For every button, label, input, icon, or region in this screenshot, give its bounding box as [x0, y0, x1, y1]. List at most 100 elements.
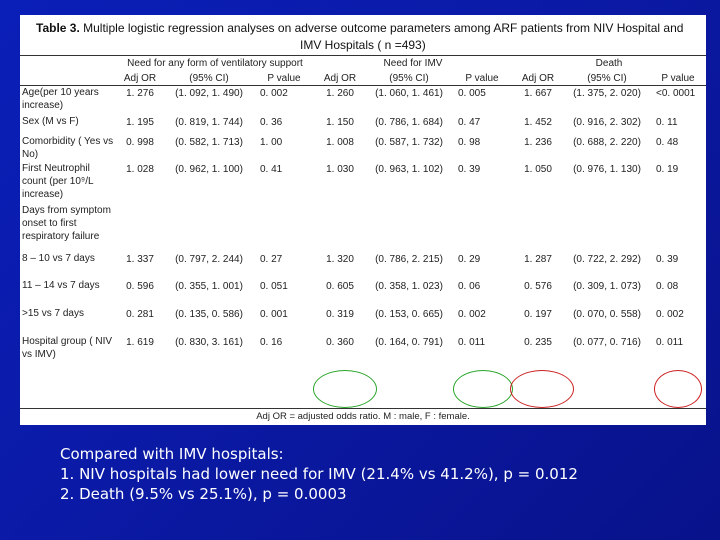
- table-cell: 0. 19: [656, 163, 679, 175]
- sub-header: (95% CI): [164, 71, 254, 86]
- table-cell: 1. 00: [260, 136, 283, 148]
- table-cell: (1. 092, 1. 490): [175, 88, 243, 99]
- table-cell: 1. 150: [326, 116, 354, 128]
- table-row: First Neutrophil count (per 10⁹/L increa…: [20, 162, 706, 204]
- table-cell: (0. 976, 1. 130): [573, 163, 641, 175]
- table-cell: (0. 135, 0. 586): [175, 308, 243, 320]
- sub-header: (95% CI): [564, 71, 650, 86]
- table-cell: 0. 36: [260, 116, 283, 128]
- table-cell: (0. 309, 1. 073): [573, 280, 641, 292]
- table-cell: (0. 582, 1. 713): [175, 136, 243, 148]
- table-cell: 1. 260: [326, 88, 354, 99]
- table-cell: 0. 360: [326, 336, 354, 348]
- table-cell: 0. 39: [458, 163, 481, 175]
- table-row: Days from symptom onset to first respira…: [20, 204, 706, 252]
- table-cell: 0. 605: [326, 280, 354, 292]
- sub-header: Adj OR: [116, 71, 164, 86]
- table-cell: [452, 204, 512, 252]
- red-circle-death-or: [510, 370, 574, 408]
- table-title-bold: Table 3.: [36, 21, 80, 35]
- table-cell: (0. 070, 0. 558): [573, 308, 641, 320]
- table-cell: 1. 030: [326, 163, 354, 175]
- table-cell: [254, 204, 314, 252]
- table-cell: (0. 797, 2. 244): [175, 253, 243, 265]
- table-cell: 0. 002: [458, 308, 486, 320]
- table-cell: 0. 27: [260, 253, 283, 265]
- table-cell: 0. 319: [326, 308, 354, 320]
- table-cell: 0. 39: [656, 253, 679, 265]
- table-row: Hospital group ( NIV vs IMV) 1. 619 (0. 83…: [20, 335, 706, 362]
- table-cell: 1. 320: [326, 253, 354, 265]
- table-cell: 0. 06: [458, 280, 481, 292]
- table-cell: 0. 011: [458, 336, 486, 348]
- table-cell: 1. 195: [126, 116, 154, 128]
- caption-line2: 1. NIV hospitals had lower need for IMV …: [60, 465, 578, 483]
- table-cell: 0. 596: [126, 280, 154, 292]
- table-cell: (0. 153, 0. 665): [375, 308, 443, 320]
- row-label: Days from symptom onset to first respira…: [22, 204, 111, 242]
- table-row: Sex (M vs F) 1. 195 (0. 819, 1. 744) 0. 36 1…: [20, 115, 706, 135]
- table-cell: (0. 963, 1. 102): [375, 163, 443, 175]
- table-cell: 0. 11: [656, 116, 678, 128]
- table-cell: 0. 08: [656, 280, 679, 292]
- table-cell: 0. 98: [458, 136, 481, 148]
- row-label: Sex (M vs F): [22, 115, 79, 127]
- regression-table: Need for any form of ventilatory support…: [20, 55, 706, 362]
- table-cell: (0. 786, 2. 215): [375, 253, 443, 265]
- sub-header: P value: [254, 71, 314, 86]
- table-cell: (0. 916, 2. 302): [573, 116, 641, 128]
- row-label: Age(per 10 years increase): [22, 87, 99, 111]
- table-cell: 1. 619: [126, 336, 154, 348]
- table-cell: [512, 204, 564, 252]
- table-cell: 0. 197: [524, 308, 552, 320]
- table-cell: (0. 077, 0. 716): [573, 336, 641, 348]
- table-cell: 0. 576: [524, 280, 552, 292]
- table-cell: 1. 236: [524, 136, 552, 148]
- slide-caption: Compared with IMV hospitals: 1. NIV hosp…: [60, 444, 578, 504]
- row-label: Comorbidity ( Yes vs No): [22, 135, 114, 160]
- row-label: 8 – 10 vs 7 days: [22, 252, 95, 264]
- table-cell: 1. 452: [524, 116, 552, 128]
- table-title-text: Multiple logistic regression analyses on…: [83, 21, 684, 35]
- table-cell: 0. 47: [458, 116, 481, 128]
- table-cell: [164, 204, 254, 252]
- table-cell: (1. 375, 2. 020): [573, 88, 641, 99]
- results-table-card: Table 3. Multiple logistic regression an…: [20, 15, 706, 425]
- table-cell: 0. 002: [656, 308, 684, 320]
- sub-header: P value: [452, 71, 512, 86]
- table-cell: 0. 16: [260, 336, 283, 348]
- sub-header: P value: [650, 71, 706, 86]
- caption-line3: 2. Death (9.5% vs 25.1%), p = 0.0003: [60, 485, 347, 503]
- group-header-ventilatory: Need for any form of ventilatory support: [127, 58, 303, 69]
- table-cell: 0. 281: [126, 308, 154, 320]
- table-cell: (0. 358, 1. 023): [375, 280, 443, 292]
- table-cell: (0. 688, 2. 220): [573, 136, 641, 148]
- table-cell: [564, 204, 650, 252]
- table-cell: 1. 028: [126, 163, 154, 175]
- green-circle-imv-pvalue: [453, 370, 513, 408]
- table-cell: <0. 0001: [656, 88, 696, 99]
- green-circle-imv-or: [313, 370, 377, 408]
- row-label: Hospital group ( NIV vs IMV): [22, 335, 113, 360]
- table-cell: [366, 204, 452, 252]
- table-row: 11 – 14 vs 7 days 0. 596 (0. 355, 1. 001) 0…: [20, 279, 706, 307]
- table-cell: (0. 587, 1. 732): [375, 136, 443, 148]
- table-row: Comorbidity ( Yes vs No) 0. 998 (0. 582, 1…: [20, 135, 706, 162]
- table-cell: (0. 962, 1. 100): [175, 163, 243, 175]
- table-cell: (0. 830, 3. 161): [175, 336, 243, 348]
- table-cell: (0. 819, 1. 744): [175, 116, 243, 128]
- row-label: First Neutrophil count (per 10⁹/L increa…: [22, 162, 94, 200]
- sub-header-row: Adj OR (95% CI) P value Adj OR (95% CI) …: [20, 71, 706, 86]
- table-footnote: Adj OR = adjusted odds ratio. M : male, …: [20, 408, 706, 425]
- table-cell: [116, 204, 164, 252]
- table-cell: (1. 060, 1. 461): [375, 88, 443, 99]
- sub-header: Adj OR: [314, 71, 366, 86]
- table-cell: 0. 011: [656, 336, 684, 348]
- table-title: Table 3. Multiple logistic regression an…: [20, 15, 706, 55]
- table-cell: 0. 001: [260, 308, 288, 320]
- table-cell: 0. 235: [524, 336, 552, 348]
- table-row: >15 vs 7 days 0. 281 (0. 135, 0. 586) 0. 00…: [20, 307, 706, 335]
- table-cell: 0. 29: [458, 253, 481, 265]
- table-cell: 1. 287: [524, 253, 552, 265]
- table-row: 8 – 10 vs 7 days 1. 337 (0. 797, 2. 244) 0.…: [20, 252, 706, 279]
